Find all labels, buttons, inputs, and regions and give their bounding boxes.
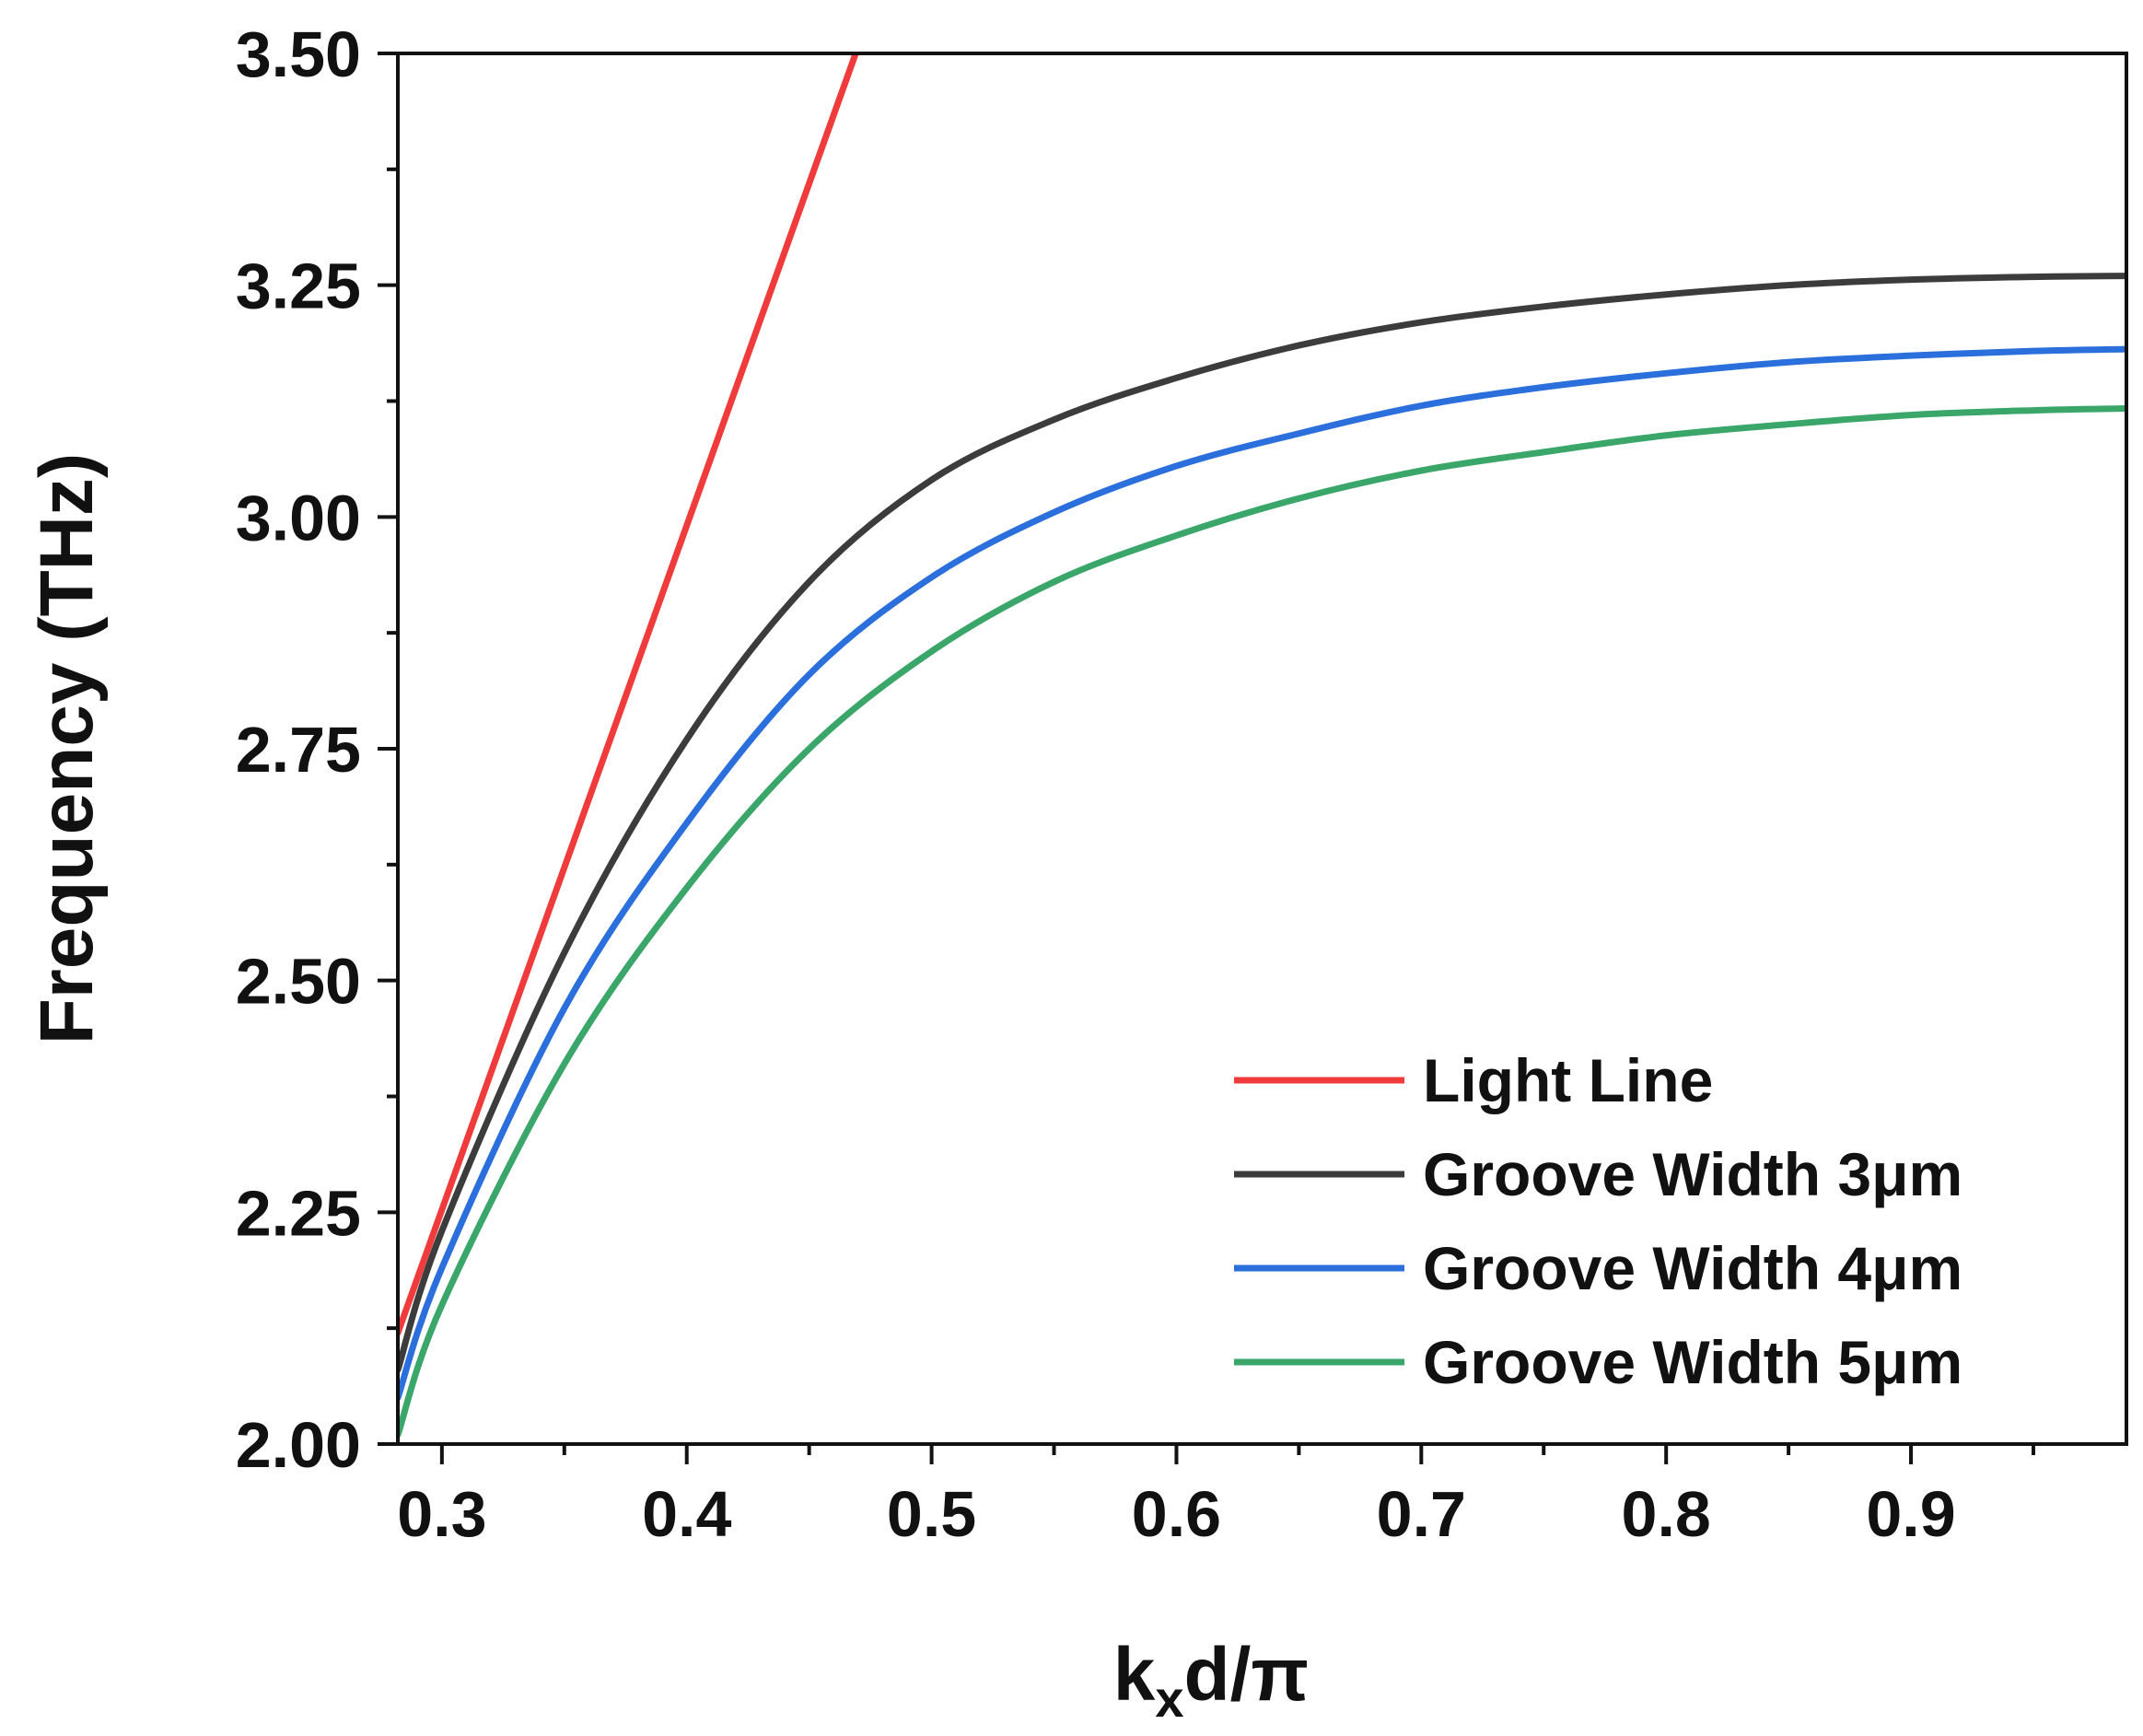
y-tick-label: 2.00 [236, 1409, 361, 1481]
x-tick-label: 0.7 [1377, 1478, 1466, 1550]
x-axis-title-subscript: x [1155, 1670, 1183, 1728]
series-line-groove-width-4-m [398, 345, 2126, 1402]
x-tick-label: 0.5 [887, 1478, 976, 1550]
y-axis-title: Frequency (THz) [25, 453, 109, 1044]
legend-label-groove-width-3-m: Groove Width 3μm [1423, 1140, 1962, 1208]
legend-label-groove-width-4-m: Groove Width 4μm [1423, 1234, 1962, 1302]
x-tick-label: 0.9 [1866, 1478, 1955, 1550]
y-tick-label: 3.00 [236, 482, 361, 553]
plot-series [398, 53, 2126, 1439]
x-tick-label: 0.4 [642, 1478, 731, 1550]
y-tick-label: 2.50 [236, 946, 361, 1018]
series-line-light-line [398, 53, 859, 1336]
x-tick-label: 0.6 [1132, 1478, 1221, 1550]
legend-label-groove-width-5-m: Groove Width 5μm [1423, 1328, 1962, 1396]
y-tick-label: 2.75 [236, 714, 361, 786]
x-axis-title-main: k [1113, 1633, 1156, 1717]
x-axis-title-rest: d/π [1184, 1633, 1310, 1717]
plot-frame [396, 52, 2128, 1446]
y-tick-label: 3.25 [236, 250, 361, 322]
tick-labels: 0.3 0.4 0.5 0.6 0.7 0.8 0.9 2.00 2.25 2.50 2.75 3.0… [236, 18, 1956, 1550]
legend-label-light-line: Light Line [1423, 1046, 1713, 1114]
x-tick-label: 0.3 [397, 1478, 486, 1550]
y-tick-label: 2.25 [236, 1177, 361, 1249]
y-tick-label: 3.50 [236, 18, 361, 90]
legend: Light Line Groove Width 3μm Groove Width 4… [1234, 1046, 1962, 1396]
x-axis-title: kxd/π [1113, 1633, 1309, 1728]
x-tick-label: 0.8 [1622, 1478, 1711, 1550]
series-line-groove-width-5-m [398, 405, 2126, 1439]
series-line-groove-width-3-m [398, 273, 2126, 1373]
